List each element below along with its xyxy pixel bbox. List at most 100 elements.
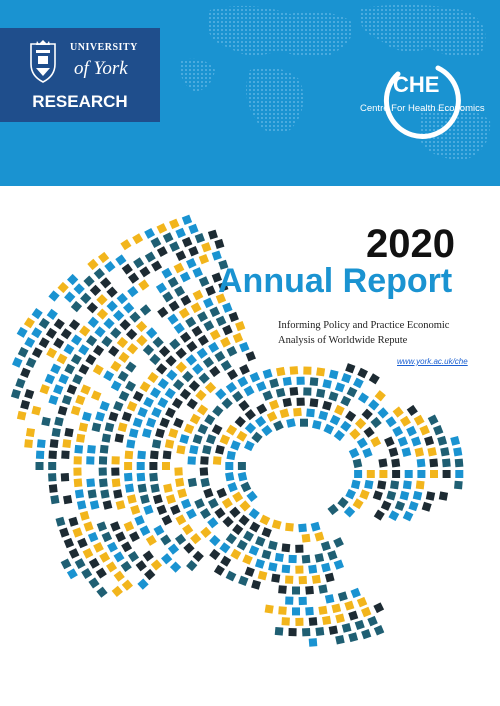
mosaic-tile xyxy=(368,373,380,385)
mosaic-tile xyxy=(240,481,252,493)
crest-icon xyxy=(30,40,56,83)
mosaic-tile xyxy=(218,281,229,292)
mosaic-tile xyxy=(50,363,61,375)
mosaic-tile xyxy=(200,526,212,539)
mosaic-tile xyxy=(175,477,185,487)
mosaic-tile xyxy=(110,327,122,339)
mosaic-tile xyxy=(187,456,196,465)
mosaic-tile xyxy=(340,395,352,407)
mosaic-tile xyxy=(416,458,426,468)
mosaic-tile xyxy=(36,439,46,449)
mosaic-tile xyxy=(120,239,132,251)
mosaic-tile xyxy=(48,394,59,405)
mosaic-tile xyxy=(167,313,179,325)
mosaic-tile xyxy=(156,223,168,234)
mosaic-tile xyxy=(401,447,412,458)
mosaic-tile xyxy=(106,300,118,312)
mosaic-tile xyxy=(149,472,158,482)
mosaic-tile xyxy=(86,302,99,314)
mosaic-tile xyxy=(115,254,127,266)
mosaic-tile xyxy=(242,554,253,565)
mosaic-tile xyxy=(275,387,286,398)
mosaic-tile xyxy=(350,479,361,490)
mosaic-tile xyxy=(74,444,84,454)
mosaic-tile xyxy=(318,410,329,421)
mosaic-tile xyxy=(16,326,28,338)
mosaic-tile xyxy=(203,320,215,332)
mosaic-tile xyxy=(99,277,112,289)
mosaic-tile xyxy=(380,500,392,511)
mosaic-tile xyxy=(156,504,167,515)
university-york-box[interactable]: UNIVERSITY of York RESEARCH xyxy=(0,28,160,122)
mosaic-tile xyxy=(71,334,83,346)
mosaic-tile xyxy=(211,250,222,261)
mosaic-tile xyxy=(430,470,438,478)
mosaic-tile xyxy=(334,382,346,393)
mosaic-tile xyxy=(269,378,280,389)
mosaic-tile xyxy=(101,531,113,543)
mosaic-tile xyxy=(152,336,164,348)
mosaic-tile xyxy=(361,629,372,640)
mosaic-tile xyxy=(296,397,305,406)
mosaic-tile xyxy=(173,417,184,429)
mosaic-tile xyxy=(346,386,358,398)
mosaic-tile xyxy=(99,551,111,563)
mosaic-tile xyxy=(87,258,99,271)
mosaic-tile xyxy=(301,628,311,637)
mosaic-tile xyxy=(179,434,190,444)
mosaic-tile xyxy=(86,456,95,465)
mosaic-tile xyxy=(20,399,31,410)
mosaic-tile xyxy=(151,407,162,418)
mosaic-tile xyxy=(385,416,397,428)
mosaic-tile xyxy=(87,489,97,499)
mosaic-tile xyxy=(392,406,404,418)
mosaic-tile xyxy=(168,428,179,439)
mosaic-tile xyxy=(80,384,91,395)
mosaic-tile xyxy=(293,407,302,417)
mosaic-tile xyxy=(282,397,292,408)
mosaic-tile xyxy=(183,423,195,435)
mosaic-tile xyxy=(278,606,287,615)
mosaic-tile xyxy=(289,386,299,396)
mosaic-tile xyxy=(156,246,168,257)
mosaic-tile xyxy=(413,414,425,426)
mosaic-tile xyxy=(31,347,43,359)
mosaic-tile xyxy=(169,241,180,252)
che-full-name: Centre For Health Economics xyxy=(360,103,485,114)
mosaic-tile xyxy=(73,456,82,465)
mosaic-tile xyxy=(340,420,352,432)
report-subtitle: Informing Policy and Practice Economic A… xyxy=(278,320,450,346)
mosaic-tile xyxy=(292,586,300,595)
mosaic-tile xyxy=(429,458,439,468)
mosaic-tile xyxy=(350,587,361,599)
mosaic-tile xyxy=(316,388,326,398)
mosaic-tile xyxy=(119,319,131,331)
mosaic-tile xyxy=(62,439,72,449)
mosaic-tile xyxy=(137,407,148,418)
mosaic-tile xyxy=(226,369,239,381)
mosaic-tile xyxy=(268,562,278,572)
mosaic-tile xyxy=(64,427,74,438)
mosaic-tile xyxy=(35,450,45,460)
mosaic-tile xyxy=(186,560,198,572)
mosaic-tile xyxy=(208,341,220,353)
mosaic-tile xyxy=(144,568,156,581)
mosaic-tile xyxy=(226,345,238,357)
mosaic-tile xyxy=(79,510,90,521)
website-link[interactable]: www.york.ac.uk/che xyxy=(397,357,468,366)
mosaic-tile xyxy=(118,390,130,402)
mosaic-tile xyxy=(237,462,246,470)
mosaic-tile xyxy=(333,559,344,570)
mosaic-tile xyxy=(427,447,437,457)
mosaic-tile xyxy=(232,523,244,536)
mosaic-tile xyxy=(329,414,341,426)
mosaic-tile xyxy=(308,638,318,647)
mosaic-tile xyxy=(66,568,78,580)
mosaic-tile xyxy=(312,420,322,430)
mosaic-tile xyxy=(209,306,221,318)
mosaic-tile xyxy=(309,398,319,408)
mosaic-tile xyxy=(115,531,126,543)
mosaic-tile xyxy=(51,427,61,438)
mosaic-tile xyxy=(229,506,241,518)
mosaic-tile xyxy=(220,555,232,567)
